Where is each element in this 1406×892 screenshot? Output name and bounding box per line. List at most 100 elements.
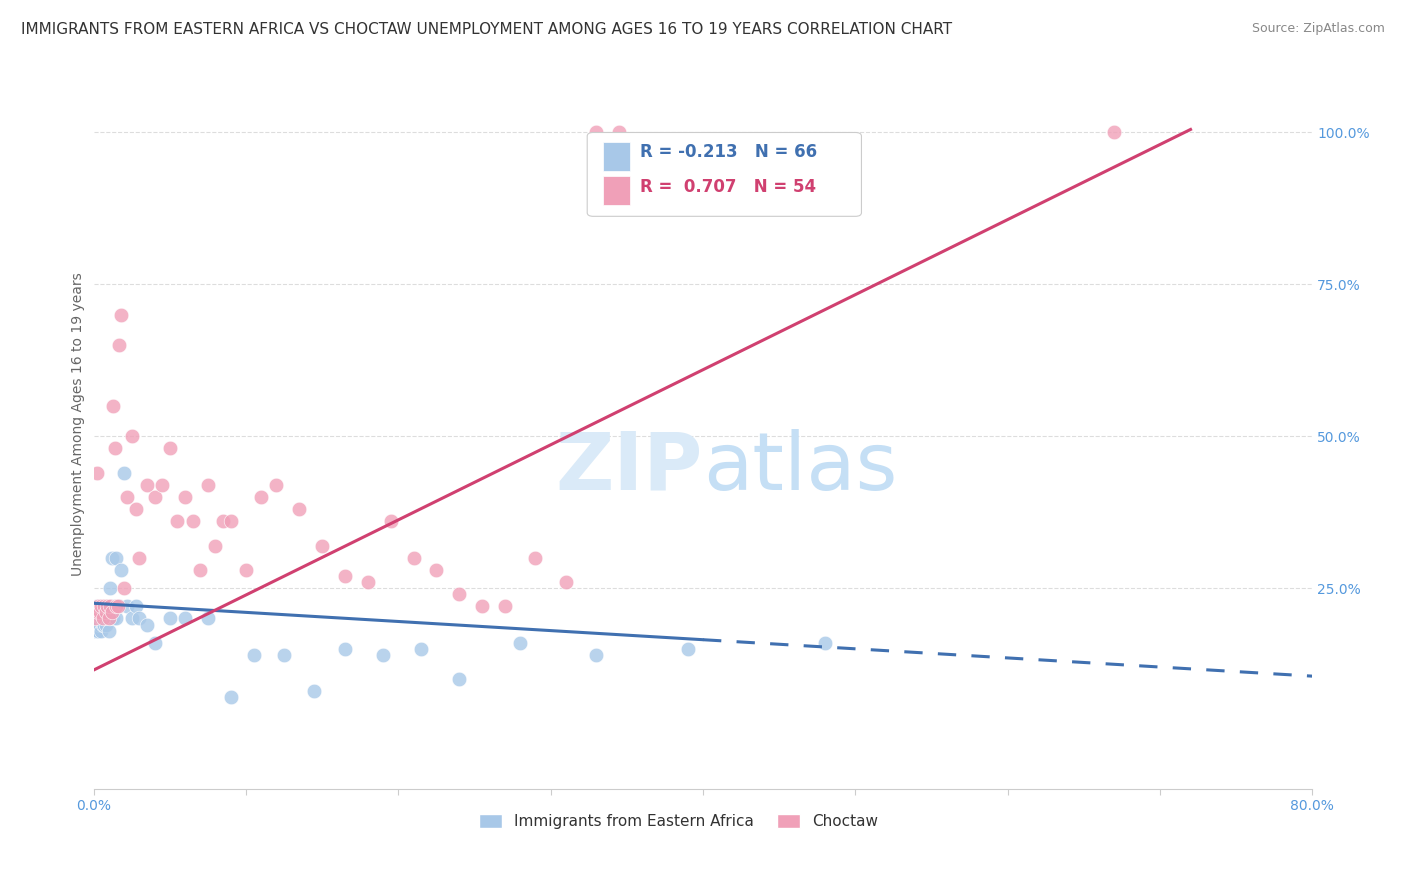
Point <box>98 599 121 614</box>
Point <box>128 550 150 565</box>
Y-axis label: Unemployment Among Ages 16 to 19 years: Unemployment Among Ages 16 to 19 years <box>72 272 86 576</box>
Point <box>86 617 108 632</box>
Point <box>333 641 356 656</box>
Point <box>105 550 128 565</box>
Point <box>273 648 295 662</box>
Point <box>166 514 188 528</box>
Point <box>89 599 111 614</box>
Text: ZIP: ZIP <box>555 429 703 507</box>
Point <box>110 308 132 322</box>
Point <box>84 624 107 638</box>
Point <box>90 624 112 638</box>
Point <box>143 636 166 650</box>
Point <box>98 581 121 595</box>
Point <box>87 617 110 632</box>
Point <box>89 606 111 620</box>
Point <box>97 624 120 638</box>
FancyBboxPatch shape <box>588 133 862 217</box>
Point <box>676 641 699 656</box>
Point <box>105 599 128 614</box>
Point <box>86 611 108 625</box>
Point <box>159 611 181 625</box>
Point <box>115 599 138 614</box>
Point <box>86 599 108 614</box>
Point <box>93 617 115 632</box>
Point <box>93 611 115 625</box>
Point <box>585 648 607 662</box>
Point <box>371 648 394 662</box>
Point <box>105 611 128 625</box>
Text: Source: ZipAtlas.com: Source: ZipAtlas.com <box>1251 22 1385 36</box>
Point <box>607 126 630 140</box>
Point <box>304 684 326 698</box>
Point <box>87 611 110 625</box>
Point <box>98 611 121 625</box>
Point <box>89 611 111 625</box>
Point <box>357 574 380 589</box>
Point <box>96 599 118 614</box>
Point <box>90 606 112 620</box>
Point <box>90 611 112 625</box>
Point <box>449 672 471 686</box>
Point <box>108 599 131 614</box>
Text: IMMIGRANTS FROM EASTERN AFRICA VS CHOCTAW UNEMPLOYMENT AMONG AGES 16 TO 19 YEARS: IMMIGRANTS FROM EASTERN AFRICA VS CHOCTA… <box>21 22 952 37</box>
Point <box>103 399 125 413</box>
Point <box>288 502 311 516</box>
Point <box>125 502 148 516</box>
Point <box>311 539 333 553</box>
Point <box>84 611 107 625</box>
Point <box>219 690 242 705</box>
Point <box>425 563 447 577</box>
Point <box>94 611 117 625</box>
Point <box>115 490 138 504</box>
Point <box>101 606 124 620</box>
Point <box>150 478 173 492</box>
Text: R = -0.213   N = 66: R = -0.213 N = 66 <box>640 144 817 161</box>
Point <box>411 641 433 656</box>
Point <box>121 611 143 625</box>
Point <box>93 599 115 614</box>
Point <box>91 611 114 625</box>
Point <box>181 514 204 528</box>
Point <box>91 611 114 625</box>
Point <box>333 569 356 583</box>
Legend: Immigrants from Eastern Africa, Choctaw: Immigrants from Eastern Africa, Choctaw <box>472 808 884 836</box>
Point <box>86 606 108 620</box>
Point <box>128 611 150 625</box>
Point <box>87 599 110 614</box>
Point <box>104 599 127 614</box>
Point <box>125 599 148 614</box>
Point <box>91 617 114 632</box>
Point <box>197 611 219 625</box>
Point <box>90 599 112 614</box>
Point <box>101 599 124 614</box>
Point <box>93 599 115 614</box>
Bar <box>603 177 630 205</box>
Point <box>121 429 143 443</box>
Point <box>174 611 197 625</box>
Point <box>135 617 157 632</box>
Point <box>449 587 471 601</box>
Point <box>97 611 120 625</box>
Point <box>112 466 135 480</box>
Point <box>96 611 118 625</box>
Point <box>380 514 402 528</box>
Point <box>103 611 125 625</box>
Point <box>108 338 131 352</box>
Point <box>1104 126 1126 140</box>
Text: atlas: atlas <box>703 429 897 507</box>
Point <box>101 550 124 565</box>
Point <box>94 617 117 632</box>
Point <box>90 599 112 614</box>
Point <box>585 126 607 140</box>
Point <box>204 539 226 553</box>
Point <box>91 599 114 614</box>
Point <box>524 550 547 565</box>
Point <box>107 599 129 614</box>
Point <box>94 606 117 620</box>
Point <box>494 599 516 614</box>
Point <box>219 514 242 528</box>
Point <box>143 490 166 504</box>
Point <box>212 514 235 528</box>
Point <box>235 563 257 577</box>
